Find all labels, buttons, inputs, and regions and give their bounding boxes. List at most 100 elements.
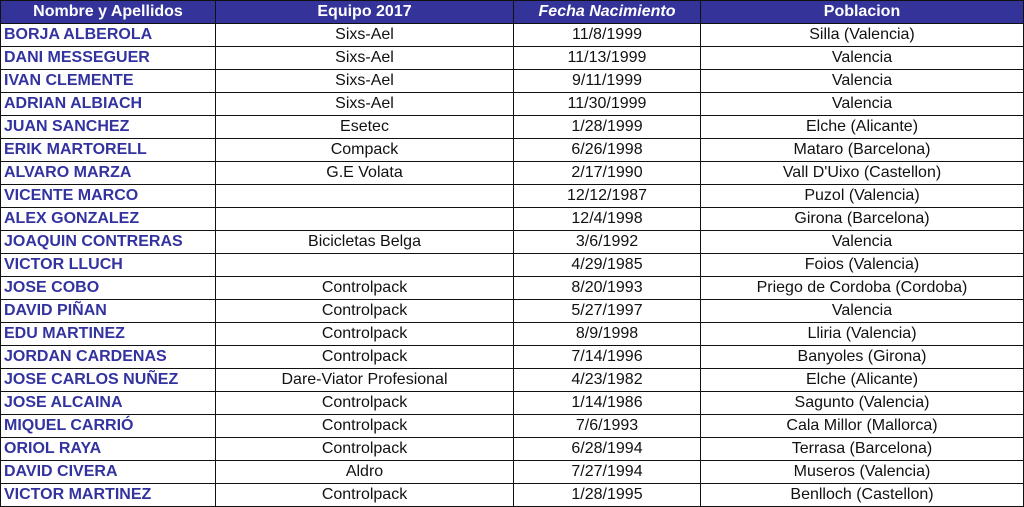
cell-team: Controlpack xyxy=(215,322,514,346)
table-row: DANI MESSEGUER Sixs-Ael 11/13/1999 Valencia xyxy=(0,46,1024,70)
cell-town: Valencia xyxy=(700,230,1024,254)
table-row: ORIOL RAYA Controlpack 6/28/1994 Terrasa (B… xyxy=(0,437,1024,461)
table-row: BORJA ALBEROLA Sixs-Ael 11/8/1999 Silla (Va… xyxy=(0,23,1024,47)
cell-team xyxy=(215,253,514,277)
cell-name: JORDAN CARDENAS xyxy=(0,345,216,369)
cell-name: DANI MESSEGUER xyxy=(0,46,216,70)
cell-town: Valencia xyxy=(700,92,1024,116)
cell-name: JOSE ALCAINA xyxy=(0,391,216,415)
cell-team: G.E Volata xyxy=(215,161,514,185)
cell-town: Benlloch (Castellon) xyxy=(700,483,1024,507)
cell-town: Terrasa (Barcelona) xyxy=(700,437,1024,461)
cell-name: ERIK MARTORELL xyxy=(0,138,216,162)
cell-name: DAVID CIVERA xyxy=(0,460,216,484)
cell-name: ADRIAN ALBIACH xyxy=(0,92,216,116)
cell-team: Controlpack xyxy=(215,299,514,323)
table-row: JUAN SANCHEZ Esetec 1/28/1999 Elche (Alican… xyxy=(0,115,1024,139)
cell-name: JOAQUIN CONTRERAS xyxy=(0,230,216,254)
cell-birthdate: 6/28/1994 xyxy=(513,437,701,461)
table-row: IVAN CLEMENTE Sixs-Ael 9/11/1999 Valencia xyxy=(0,69,1024,93)
cell-team: Controlpack xyxy=(215,345,514,369)
cell-name: VICTOR MARTINEZ xyxy=(0,483,216,507)
header-team: Equipo 2017 xyxy=(215,0,514,24)
cell-birthdate: 12/4/1998 xyxy=(513,207,701,231)
cell-team: Sixs-Ael xyxy=(215,23,514,47)
cell-town: Puzol (Valencia) xyxy=(700,184,1024,208)
cell-name: DAVID PIÑAN xyxy=(0,299,216,323)
table-row: VICTOR LLUCH 4/29/1985 Foios (Valencia) xyxy=(0,253,1024,277)
cell-team: Sixs-Ael xyxy=(215,69,514,93)
header-birthdate: Fecha Nacimiento xyxy=(513,0,701,24)
cell-town: Valencia xyxy=(700,69,1024,93)
cell-team xyxy=(215,207,514,231)
cell-name: BORJA ALBEROLA xyxy=(0,23,216,47)
table-row: ADRIAN ALBIACH Sixs-Ael 11/30/1999 Valencia xyxy=(0,92,1024,116)
table-row: DAVID PIÑAN Controlpack 5/27/1997 Valencia xyxy=(0,299,1024,323)
header-row: Nombre y Apellidos Equipo 2017 Fecha Nac… xyxy=(0,0,1024,24)
cell-birthdate: 4/29/1985 xyxy=(513,253,701,277)
cell-team: Aldro xyxy=(215,460,514,484)
cell-team: Controlpack xyxy=(215,276,514,300)
cell-name: JOSE COBO xyxy=(0,276,216,300)
cell-team: Bicicletas Belga xyxy=(215,230,514,254)
cell-town: Mataro (Barcelona) xyxy=(700,138,1024,162)
cell-town: Valencia xyxy=(700,46,1024,70)
cell-team: Sixs-Ael xyxy=(215,46,514,70)
cell-team: Compack xyxy=(215,138,514,162)
cell-team: Controlpack xyxy=(215,391,514,415)
cell-team: Sixs-Ael xyxy=(215,92,514,116)
table-row: VICENTE MARCO 12/12/1987 Puzol (Valencia) xyxy=(0,184,1024,208)
cell-birthdate: 7/14/1996 xyxy=(513,345,701,369)
cell-team: Controlpack xyxy=(215,437,514,461)
cell-team: Dare-Viator Profesional xyxy=(215,368,514,392)
cell-town: Silla (Valencia) xyxy=(700,23,1024,47)
cell-birthdate: 3/6/1992 xyxy=(513,230,701,254)
cell-town: Cala Millor (Mallorca) xyxy=(700,414,1024,438)
cell-birthdate: 11/13/1999 xyxy=(513,46,701,70)
header-town: Poblacion xyxy=(700,0,1024,24)
table-row: JOAQUIN CONTRERAS Bicicletas Belga 3/6/199… xyxy=(0,230,1024,254)
cell-town: Vall D'Uixo (Castellon) xyxy=(700,161,1024,185)
cell-name: ALEX GONZALEZ xyxy=(0,207,216,231)
cell-town: Foios (Valencia) xyxy=(700,253,1024,277)
cell-town: Lliria (Valencia) xyxy=(700,322,1024,346)
cell-town: Valencia xyxy=(700,299,1024,323)
cell-name: JOSE CARLOS NUÑEZ xyxy=(0,368,216,392)
cell-name: EDU MARTINEZ xyxy=(0,322,216,346)
header-name: Nombre y Apellidos xyxy=(0,0,216,24)
table-row: ERIK MARTORELL Compack 6/26/1998 Mataro (Ba… xyxy=(0,138,1024,162)
table-row: ALEX GONZALEZ 12/4/1998 Girona (Barcelona) xyxy=(0,207,1024,231)
cell-team: Controlpack xyxy=(215,414,514,438)
cell-birthdate: 1/14/1986 xyxy=(513,391,701,415)
cell-team: Controlpack xyxy=(215,483,514,507)
cell-birthdate: 7/27/1994 xyxy=(513,460,701,484)
cell-team xyxy=(215,184,514,208)
cell-birthdate: 8/9/1998 xyxy=(513,322,701,346)
cell-town: Museros (Valencia) xyxy=(700,460,1024,484)
cell-name: VICTOR LLUCH xyxy=(0,253,216,277)
cell-birthdate: 5/27/1997 xyxy=(513,299,701,323)
cell-birthdate: 1/28/1999 xyxy=(513,115,701,139)
table-row: VICTOR MARTINEZ Controlpack 1/28/1995 Benll… xyxy=(0,483,1024,507)
cell-birthdate: 2/17/1990 xyxy=(513,161,701,185)
cell-birthdate: 7/6/1993 xyxy=(513,414,701,438)
cell-town: Banyoles (Girona) xyxy=(700,345,1024,369)
cell-name: JUAN SANCHEZ xyxy=(0,115,216,139)
table-row: MIQUEL CARRIÓ Controlpack 7/6/1993 Cala Mil… xyxy=(0,414,1024,438)
cell-town: Priego de Cordoba (Cordoba) xyxy=(700,276,1024,300)
cell-birthdate: 12/12/1987 xyxy=(513,184,701,208)
cell-birthdate: 8/20/1993 xyxy=(513,276,701,300)
table-row: EDU MARTINEZ Controlpack 8/9/1998 Lliria (V… xyxy=(0,322,1024,346)
table-row: JOSE COBO Controlpack 8/20/1993 Priego de C… xyxy=(0,276,1024,300)
table-row: JOSE ALCAINA Controlpack 1/14/1986 Sagunto … xyxy=(0,391,1024,415)
cell-birthdate: 11/8/1999 xyxy=(513,23,701,47)
cell-town: Girona (Barcelona) xyxy=(700,207,1024,231)
cell-birthdate: 1/28/1995 xyxy=(513,483,701,507)
cell-name: IVAN CLEMENTE xyxy=(0,69,216,93)
cell-birthdate: 11/30/1999 xyxy=(513,92,701,116)
table-row: DAVID CIVERA Aldro 7/27/1994 Museros (Valen… xyxy=(0,460,1024,484)
cell-name: ALVARO MARZA xyxy=(0,161,216,185)
cell-birthdate: 6/26/1998 xyxy=(513,138,701,162)
cell-name: MIQUEL CARRIÓ xyxy=(0,414,216,438)
